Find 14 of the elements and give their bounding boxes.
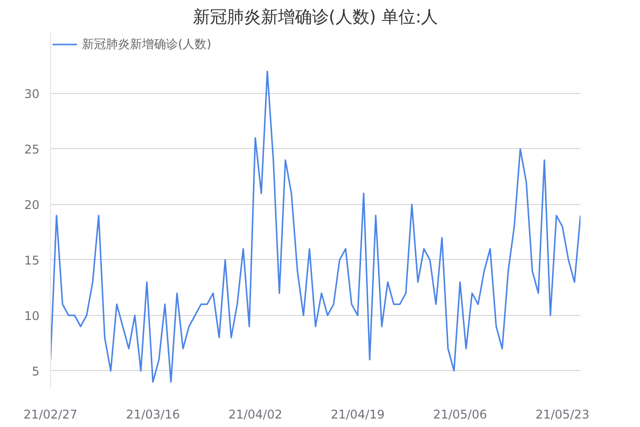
y-tick-label: 5 xyxy=(32,364,40,378)
chart-title: 新冠肺炎新增确诊(人数) 单位:人 xyxy=(192,8,438,28)
y-tick-label: 20 xyxy=(24,198,40,212)
y-tick-label: 10 xyxy=(24,308,40,323)
y-tick-label: 15 xyxy=(24,253,40,268)
y-tick-label: 30 xyxy=(24,87,40,102)
x-tick-label: 21/02/27 xyxy=(24,408,78,422)
x-tick-label: 21/05/23 xyxy=(535,408,590,422)
y-tick-label: 25 xyxy=(24,142,40,156)
x-tick-label: 21/04/19 xyxy=(330,408,385,422)
legend-label: 新冠肺炎新增确诊(人数) xyxy=(82,36,212,52)
x-tick-label: 21/03/16 xyxy=(126,408,180,422)
x-tick-label: 21/05/06 xyxy=(433,408,488,422)
x-tick-label: 21/04/02 xyxy=(228,408,282,422)
